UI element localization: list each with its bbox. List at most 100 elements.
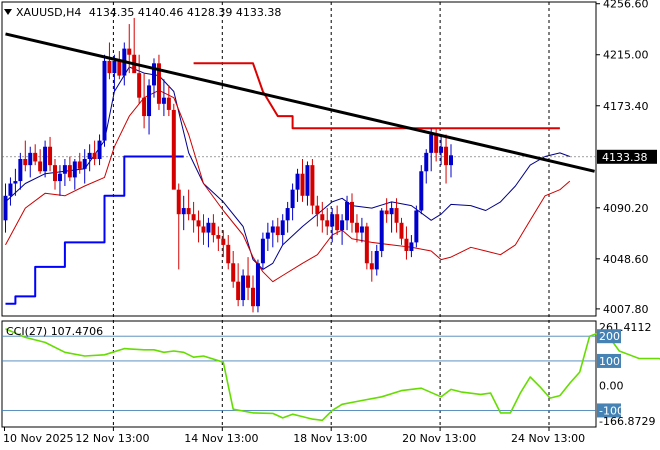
step-channel-line xyxy=(5,155,184,305)
candle-body xyxy=(374,250,379,270)
candle-body xyxy=(97,140,102,159)
candle-body xyxy=(364,226,369,264)
candle-body xyxy=(251,287,255,307)
cci-axis-label: -166.8729 xyxy=(599,415,655,428)
price-axis-label: 4007.80 xyxy=(603,303,649,316)
candle-body xyxy=(176,189,181,215)
candle-body xyxy=(335,214,340,231)
candle-body xyxy=(340,220,345,231)
time-axis-label: 10 Nov 2025 xyxy=(3,432,73,445)
price-axis-label: 4048.60 xyxy=(603,253,649,266)
candle-body xyxy=(206,222,211,233)
candle-body xyxy=(211,222,216,236)
candle-body xyxy=(107,60,112,74)
candle-body xyxy=(33,152,38,162)
candle-body xyxy=(315,205,320,215)
candle-body xyxy=(156,63,161,104)
triangle-down-icon xyxy=(4,9,12,15)
candle-body xyxy=(191,214,196,221)
candle-body xyxy=(152,63,156,86)
candle-body xyxy=(394,208,399,223)
candle-body xyxy=(171,109,176,190)
candle-body xyxy=(290,189,295,209)
candle-body xyxy=(236,281,241,301)
candle-body xyxy=(260,238,265,264)
candle-body xyxy=(161,97,166,104)
candle-body xyxy=(439,146,444,153)
candle-body xyxy=(221,238,226,245)
candle-body xyxy=(127,48,132,55)
candle-body xyxy=(399,222,404,239)
price-axis-label: 4256.60 xyxy=(603,0,649,11)
cci-axis-label: 200 xyxy=(599,330,620,343)
candle-body xyxy=(201,226,206,233)
candle-body xyxy=(449,155,453,166)
candle-body xyxy=(142,97,147,117)
current-price-label: 4133.38 xyxy=(602,151,648,164)
ohlc-low: 4128.39 xyxy=(186,6,233,19)
time-axis-label: 20 Nov 13:00 xyxy=(402,432,476,445)
candle-body xyxy=(300,173,305,196)
cci-axis-label: 0.00 xyxy=(599,380,624,393)
trendline xyxy=(5,32,595,173)
candle-body xyxy=(359,226,364,233)
candle-body xyxy=(429,134,434,153)
candle-body xyxy=(444,146,449,166)
candle-body xyxy=(62,165,67,174)
candle-body xyxy=(43,146,48,172)
candle-body xyxy=(305,165,310,196)
candle-body xyxy=(280,220,285,236)
cci-line xyxy=(5,328,660,422)
candle-body xyxy=(350,201,354,223)
candle-body xyxy=(137,73,142,98)
candle-body xyxy=(23,159,28,166)
candle-body xyxy=(345,201,350,221)
candle-body xyxy=(379,210,384,251)
candle-body xyxy=(166,97,171,110)
moving-average-line xyxy=(5,89,571,283)
candle-body xyxy=(147,85,152,117)
candle-body xyxy=(424,152,429,172)
candle-body xyxy=(241,275,246,301)
candle-body xyxy=(3,195,8,221)
candle-body xyxy=(67,165,72,178)
current-price-badge xyxy=(597,149,657,164)
candle-body xyxy=(102,60,107,141)
candle-body xyxy=(409,242,414,251)
candle-body xyxy=(295,173,300,190)
candle-body xyxy=(320,214,325,221)
candle-body xyxy=(112,60,117,74)
step-channel-line xyxy=(193,62,560,130)
candle-body xyxy=(38,161,43,172)
candle-body xyxy=(389,208,394,215)
candle-body xyxy=(255,263,260,307)
candle-body xyxy=(404,238,409,251)
candle-body xyxy=(265,232,270,239)
candle-body xyxy=(231,263,236,282)
cci-level-badge xyxy=(597,353,621,368)
candle-body xyxy=(117,60,122,76)
candle-body xyxy=(77,161,82,169)
candle-body xyxy=(13,181,18,184)
candle-body xyxy=(434,134,439,153)
time-axis-label: 24 Nov 13:00 xyxy=(511,432,585,445)
candle-body xyxy=(419,171,424,211)
cci-level-badge xyxy=(597,329,621,344)
time-axis-label: 18 Nov 13:00 xyxy=(293,432,367,445)
ohlc-high: 4140.46 xyxy=(137,6,184,19)
candle-body xyxy=(310,165,315,206)
candle-body xyxy=(330,214,335,227)
candle-body xyxy=(325,220,330,227)
price-axis-label: 4173.40 xyxy=(603,100,649,113)
cci-title: CCI(27) 107.4706 xyxy=(6,325,103,338)
cci-axis-label: 100 xyxy=(599,355,620,368)
candle-body xyxy=(275,226,280,236)
candle-body xyxy=(53,165,57,182)
price-axis-label: 4090.20 xyxy=(603,202,649,215)
candle-body xyxy=(87,152,92,159)
symbol-label: XAUUSD,H4 xyxy=(16,6,82,19)
candle-body xyxy=(48,146,53,166)
candle-body xyxy=(369,263,374,270)
